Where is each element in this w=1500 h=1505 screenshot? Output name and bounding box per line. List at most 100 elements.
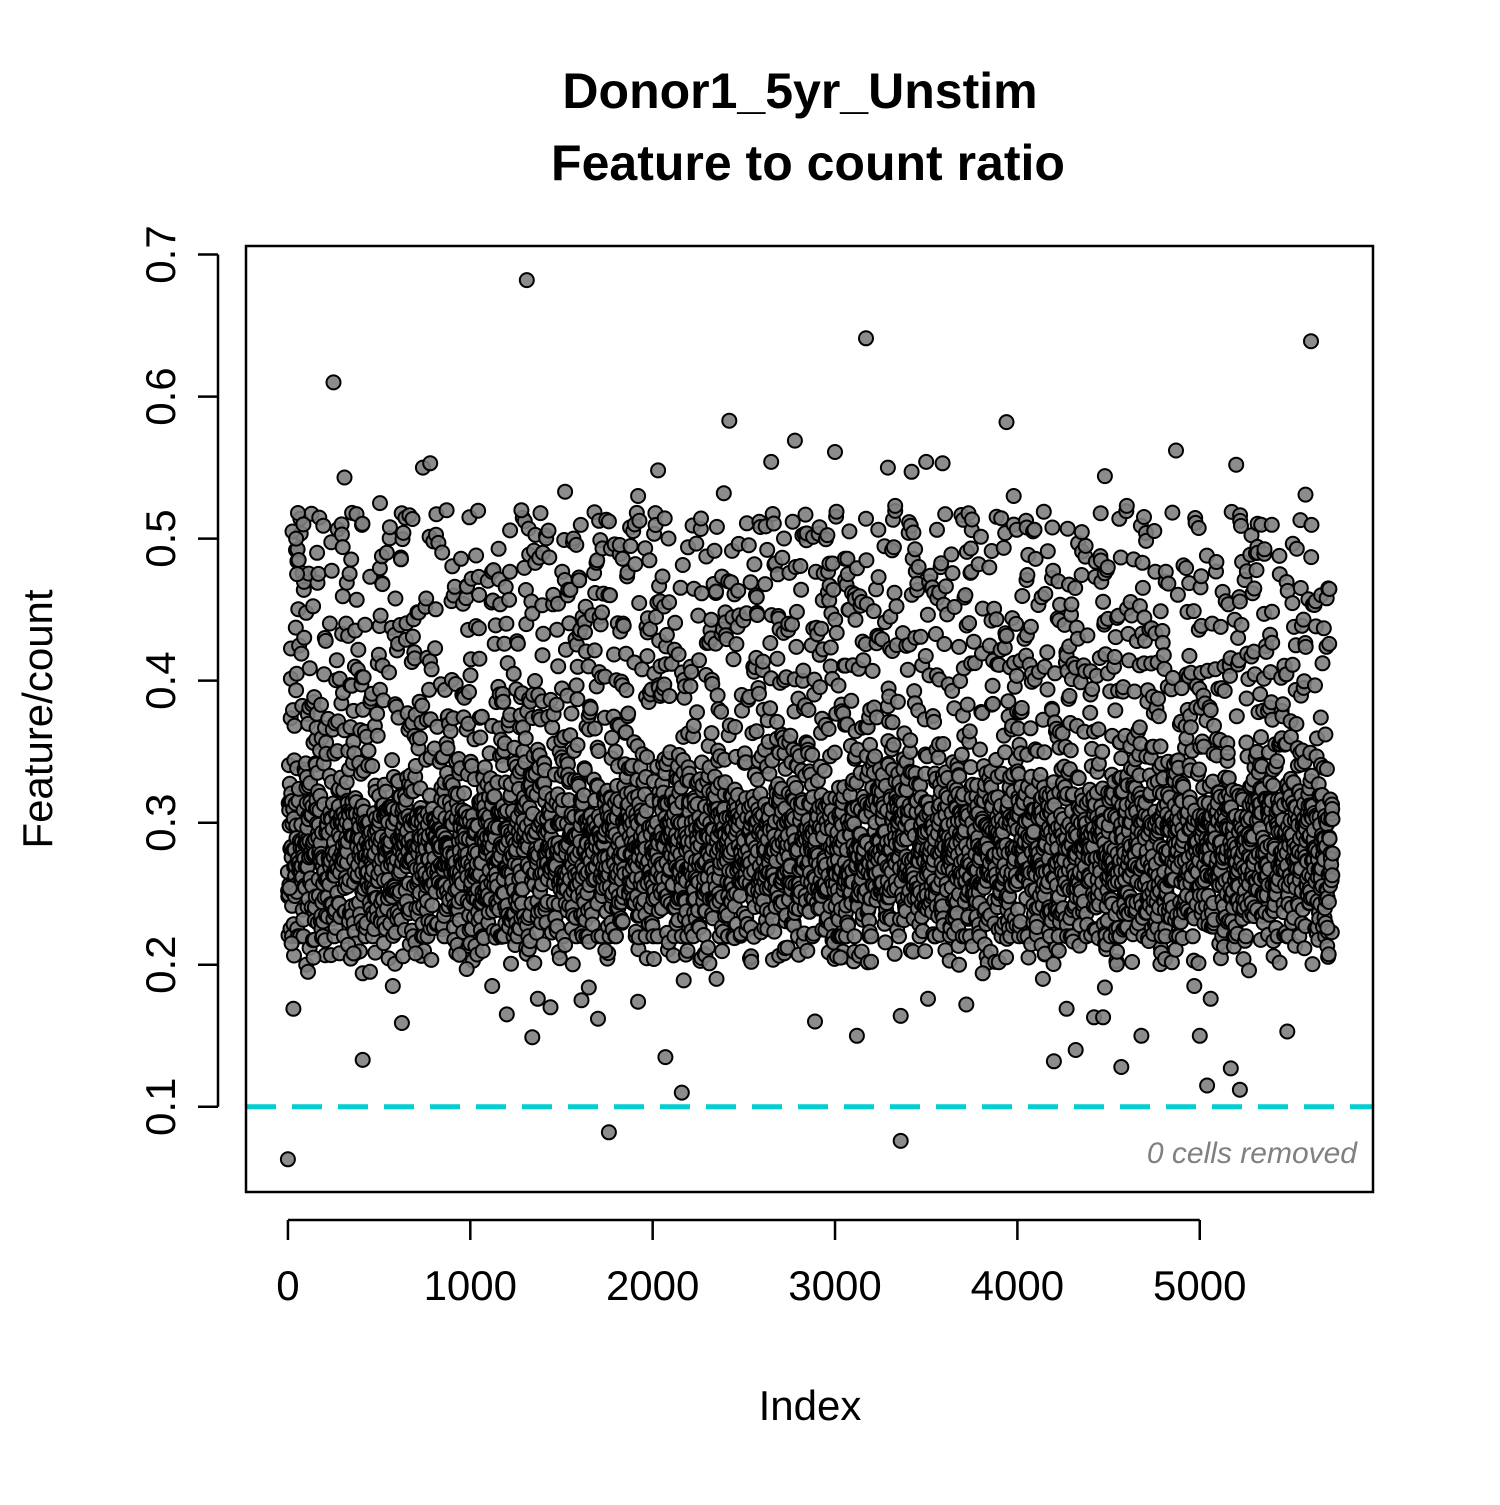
data-point	[544, 719, 561, 736]
data-point	[826, 744, 843, 761]
data-point	[863, 953, 880, 970]
data-point	[645, 951, 662, 967]
data-point	[1182, 719, 1199, 736]
data-point	[825, 581, 842, 598]
data-point	[1190, 955, 1207, 972]
data-point	[998, 949, 1015, 966]
data-point	[1090, 721, 1107, 738]
data-point	[1050, 942, 1067, 959]
data-point	[1134, 554, 1151, 571]
data-point	[1126, 683, 1143, 700]
data-point	[313, 696, 329, 713]
data-point	[378, 544, 395, 561]
data-point	[569, 737, 586, 753]
data-point	[841, 523, 858, 540]
data-point	[470, 620, 487, 637]
data-point	[1061, 687, 1078, 704]
data-point	[1045, 956, 1062, 972]
data-point	[338, 774, 355, 791]
data-point	[690, 607, 707, 624]
data-point	[639, 648, 656, 665]
data-point	[661, 594, 678, 611]
data-point	[563, 705, 580, 722]
data-point	[972, 528, 989, 545]
data-point	[944, 565, 961, 582]
data-point	[317, 632, 334, 649]
data-point	[1026, 521, 1043, 538]
data-point	[858, 552, 875, 569]
data-point	[930, 749, 947, 766]
data-point	[641, 552, 658, 569]
data-point	[296, 629, 313, 646]
data-point	[1152, 738, 1169, 755]
data-point	[703, 725, 720, 742]
data-point	[759, 541, 776, 558]
data-point	[474, 942, 491, 959]
data-point	[607, 743, 624, 760]
data-point	[886, 584, 903, 601]
data-point	[714, 943, 731, 960]
data-point	[1035, 503, 1052, 520]
data-point	[792, 558, 809, 574]
data-point	[936, 636, 953, 652]
data-point	[1164, 504, 1181, 521]
data-point	[1059, 520, 1076, 537]
data-point	[360, 742, 377, 759]
data-point	[919, 606, 936, 623]
data-point	[369, 727, 386, 744]
data-point	[497, 579, 514, 595]
data-point	[1062, 742, 1079, 759]
data-point	[456, 785, 473, 802]
data-point	[1136, 509, 1152, 525]
data-point	[870, 569, 887, 586]
data-point	[602, 587, 618, 604]
data-point	[534, 647, 551, 664]
data-point	[1019, 567, 1036, 583]
data-point	[728, 636, 745, 653]
data-point	[776, 530, 792, 547]
data-point	[404, 511, 421, 527]
data-point	[1134, 579, 1151, 596]
data-point	[1020, 949, 1037, 966]
data-point	[1152, 603, 1169, 620]
data-point	[1178, 560, 1195, 576]
data-point	[799, 942, 816, 959]
data-point	[749, 607, 766, 623]
data-point	[1010, 766, 1027, 783]
data-point	[962, 540, 979, 557]
data-point	[381, 664, 397, 681]
data-point	[496, 635, 513, 652]
data-point	[1022, 720, 1039, 737]
data-point	[1109, 943, 1125, 960]
data-point	[757, 576, 774, 593]
data-point	[1067, 580, 1084, 596]
data-point	[943, 546, 960, 563]
data-point	[470, 502, 487, 519]
data-point	[820, 721, 837, 737]
data-point	[961, 615, 978, 632]
data-point	[321, 615, 338, 632]
data-point	[526, 955, 543, 971]
data-point	[305, 598, 322, 615]
data-point	[378, 783, 395, 800]
data-point	[888, 598, 905, 615]
data-point	[863, 928, 880, 945]
data-point	[568, 677, 585, 694]
data-point	[343, 551, 360, 568]
data-point	[590, 743, 607, 759]
data-point	[427, 640, 444, 657]
data-point	[816, 762, 833, 779]
data-point	[682, 678, 699, 695]
data-point	[827, 611, 844, 628]
data-point	[517, 730, 534, 747]
data-point	[1013, 700, 1030, 716]
data-point	[310, 565, 327, 582]
data-point	[572, 516, 589, 533]
data-point	[594, 604, 610, 621]
data-point	[532, 505, 549, 522]
data-point	[395, 524, 412, 541]
data-point	[434, 544, 451, 561]
data-point	[891, 928, 907, 945]
data-point	[766, 923, 783, 940]
data-point	[442, 723, 459, 740]
